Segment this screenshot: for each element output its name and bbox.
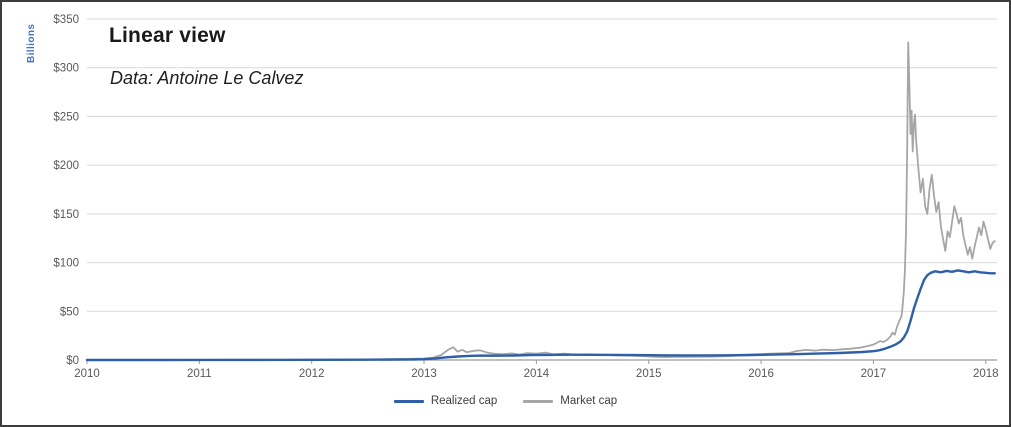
y-axis-tick-label: $300 (53, 63, 79, 75)
legend-item-realized-cap: Realized cap (393, 395, 498, 407)
x-axis-tick-label: 2017 (861, 368, 887, 380)
y-axis-title: Billions (26, 23, 37, 63)
x-axis-tick-label: 2016 (748, 368, 774, 380)
legend-item-market-cap: Market cap (523, 395, 617, 407)
y-axis-tick-label: $250 (53, 111, 79, 123)
y-axis-tick-label: $0 (66, 355, 79, 367)
chart-subtitle: Data: Antoine Le Calvez (110, 68, 304, 88)
y-axis-tick-label: $350 (53, 14, 79, 26)
realized-cap-legend-label: Realized cap (430, 395, 498, 407)
market-cap-legend-label: Market cap (560, 395, 618, 407)
market-cap-swatch (523, 399, 554, 403)
y-axis-tick-label: $150 (53, 209, 79, 221)
x-axis-tick-label: 2015 (636, 368, 662, 380)
x-axis-tick-label: 2014 (524, 368, 550, 380)
x-axis-tick-label: 2013 (411, 368, 437, 380)
x-axis-tick-label: 2012 (299, 368, 325, 380)
x-axis-tick-label: 2010 (74, 368, 100, 380)
y-axis-tick-label: $50 (60, 306, 79, 318)
y-axis-tick-label: $200 (53, 160, 79, 172)
realized-cap-swatch (393, 399, 424, 403)
realized-cap-line (85, 269, 996, 362)
market-cap-line (86, 41, 996, 361)
y-axis-tick-label: $100 (53, 258, 79, 270)
x-axis-tick-label: 2018 (973, 368, 999, 380)
chart-title: Linear view (109, 24, 226, 47)
x-axis-tick-label: 2011 (187, 368, 212, 380)
chart-legend: Realized cap Market cap (2, 395, 1009, 407)
